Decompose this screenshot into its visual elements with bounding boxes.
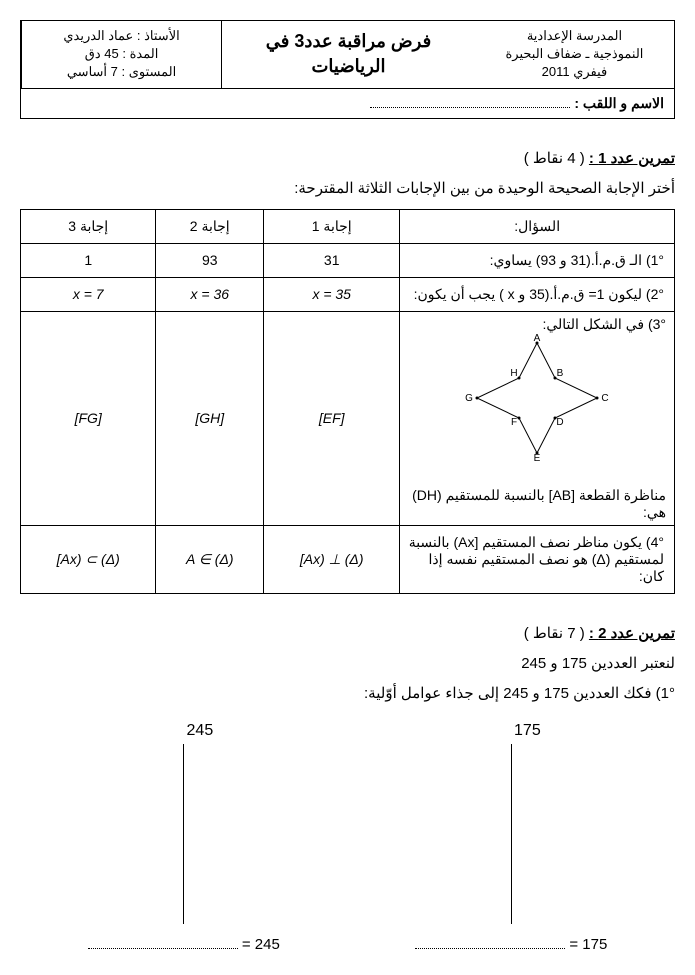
exercise-2-title: تمرين عدد 2 : ( 7 نقاط ) — [20, 624, 675, 642]
q2-a2: x = 36 — [156, 277, 264, 311]
q3-a2-val: [GH] — [195, 410, 224, 426]
q1-a1: 31 — [264, 243, 400, 277]
svg-text:F: F — [511, 417, 517, 428]
ex1-title-text: تمرين عدد 1 : — [589, 150, 675, 167]
factor-line-2 — [183, 744, 184, 924]
teacher-name: عماد الدريدي — [63, 28, 133, 43]
q3-a3: [FG] — [21, 311, 156, 525]
q3-a3-val: [FG] — [75, 410, 102, 426]
level: 7 أساسي — [67, 64, 118, 79]
q2-a3-val: x = 7 — [73, 286, 104, 302]
ex1-points: ( 4 نقاط ) — [524, 150, 585, 167]
factor-eq-1: 175 = — [415, 936, 607, 953]
question-table: السؤال: إجابة 1 إجابة 2 إجابة 3 1°) الـ … — [20, 209, 675, 594]
header-box: الأستاذ : عماد الدريدي المدة : 45 دق الم… — [20, 20, 675, 89]
q1-a2: 93 — [156, 243, 264, 277]
duration: 45 دق — [85, 46, 119, 61]
factor-dots-2[interactable] — [88, 940, 238, 949]
ex2-title-text: تمرين عدد 2 : — [589, 625, 675, 642]
factor-line-1 — [511, 744, 512, 924]
factor-dots-1[interactable] — [415, 940, 565, 949]
school-name: المدرسة الإعدادية — [485, 27, 664, 45]
q1-a3: 1 — [21, 243, 156, 277]
duration-label: المدة : — [122, 46, 158, 61]
q2-a1-val: x = 35 — [312, 286, 351, 302]
svg-text:H: H — [511, 368, 518, 379]
name-label: الاسم و اللقب : — [574, 95, 664, 111]
factor-num-1: 175 — [514, 722, 541, 740]
q2-text: 2°) ليكون 1= ق.م.أ.(35 و x ) يجب أن يكون… — [400, 277, 675, 311]
factor-num-2: 245 — [187, 722, 214, 740]
name-box: الاسم و اللقب : — [20, 89, 675, 119]
factor-eq-2-label: 245 = — [242, 936, 280, 953]
table-row: 1°) الـ ق.م.أ.(31 و 93) يساوي: 31 93 1 — [21, 243, 675, 277]
star-svg: A B C D E F G H — [447, 333, 627, 463]
header-title-cell: فرض مراقبة عدد3 في الرياضيات — [221, 21, 475, 88]
svg-text:C: C — [602, 393, 609, 404]
q4-a1-val: [Ax) ⊥ (Δ) — [300, 551, 364, 567]
exam-title: فرض مراقبة عدد3 في الرياضيات — [232, 29, 465, 79]
col-question: السؤال: — [400, 209, 675, 243]
ex2-line2: 1°) فكك العددين 175 و 245 إلى جذاء عوامل… — [20, 684, 675, 702]
name-field[interactable] — [370, 97, 570, 108]
ex2-line1: لنعتبر العددين 175 و 245 — [20, 654, 675, 672]
q2-label: 2°) ليكون 1= ق.م.أ.(35 و x ) يجب أن يكون… — [414, 286, 664, 302]
factor-section: 175 175 = 245 245 = — [20, 722, 675, 953]
q3-cell: 3°) في الشكل التالي: A B C D E F G H — [400, 311, 675, 525]
svg-text:B: B — [557, 368, 564, 379]
factor-eq-1-label: 175 = — [569, 936, 607, 953]
q4-a1: [Ax) ⊥ (Δ) — [264, 525, 400, 593]
q3-bottom: مناظرة القطعة [AB] بالنسبة للمستقيم (DH)… — [400, 483, 674, 525]
svg-text:D: D — [557, 417, 564, 428]
q2-a1: x = 35 — [264, 277, 400, 311]
q4-a3-val: [Ax) ⊂ (Δ) — [57, 551, 120, 567]
star-diagram: A B C D E F G H — [400, 333, 674, 483]
col-answer-3: إجابة 3 — [21, 209, 156, 243]
col-answer-2: إجابة 2 — [156, 209, 264, 243]
school-sub: النموذجية ـ ضفاف البحيرة — [485, 45, 664, 63]
q1-text: 1°) الـ ق.م.أ.(31 و 93) يساوي: — [400, 243, 675, 277]
table-row: 4°) يكون مناظر نصف المستقيم [Ax) بالنسبة… — [21, 525, 675, 593]
header-school-cell: المدرسة الإعدادية النموذجية ـ ضفاف البحي… — [475, 21, 674, 88]
factor-col-2: 245 245 = — [36, 722, 331, 953]
q2-a2-val: x = 36 — [190, 286, 229, 302]
q3-a1-val: [EF] — [319, 410, 345, 426]
ex2-points: ( 7 نقاط ) — [524, 625, 585, 642]
level-label: المستوى : — [122, 64, 177, 79]
teacher-label: الأستاذ : — [137, 28, 180, 43]
table-row: 3°) في الشكل التالي: A B C D E F G H — [21, 311, 675, 525]
header-teacher-cell: الأستاذ : عماد الدريدي المدة : 45 دق الم… — [21, 21, 221, 88]
exam-date: فيفري 2011 — [485, 63, 664, 81]
svg-text:E: E — [534, 453, 541, 463]
q3-a2: [GH] — [156, 311, 264, 525]
q4-a2-val: A ∈ (Δ) — [186, 551, 234, 567]
factor-col-1: 175 175 = — [364, 722, 659, 953]
q4-a2: A ∈ (Δ) — [156, 525, 264, 593]
q4-text: 4°) يكون مناظر نصف المستقيم [Ax) بالنسبة… — [400, 525, 675, 593]
exercise-1-title: تمرين عدد 1 : ( 4 نقاط ) — [20, 149, 675, 167]
q3-top: 3°) في الشكل التالي: — [400, 312, 674, 333]
q4-a3: [Ax) ⊂ (Δ) — [21, 525, 156, 593]
ex1-instruction: أختر الإجابة الصحيحة الوحيدة من بين الإج… — [20, 179, 675, 197]
q2-a3: x = 7 — [21, 277, 156, 311]
factor-eq-2: 245 = — [88, 936, 280, 953]
table-row: 2°) ليكون 1= ق.م.أ.(35 و x ) يجب أن يكون… — [21, 277, 675, 311]
q3-a1: [EF] — [264, 311, 400, 525]
svg-text:G: G — [465, 393, 473, 404]
col-answer-1: إجابة 1 — [264, 209, 400, 243]
